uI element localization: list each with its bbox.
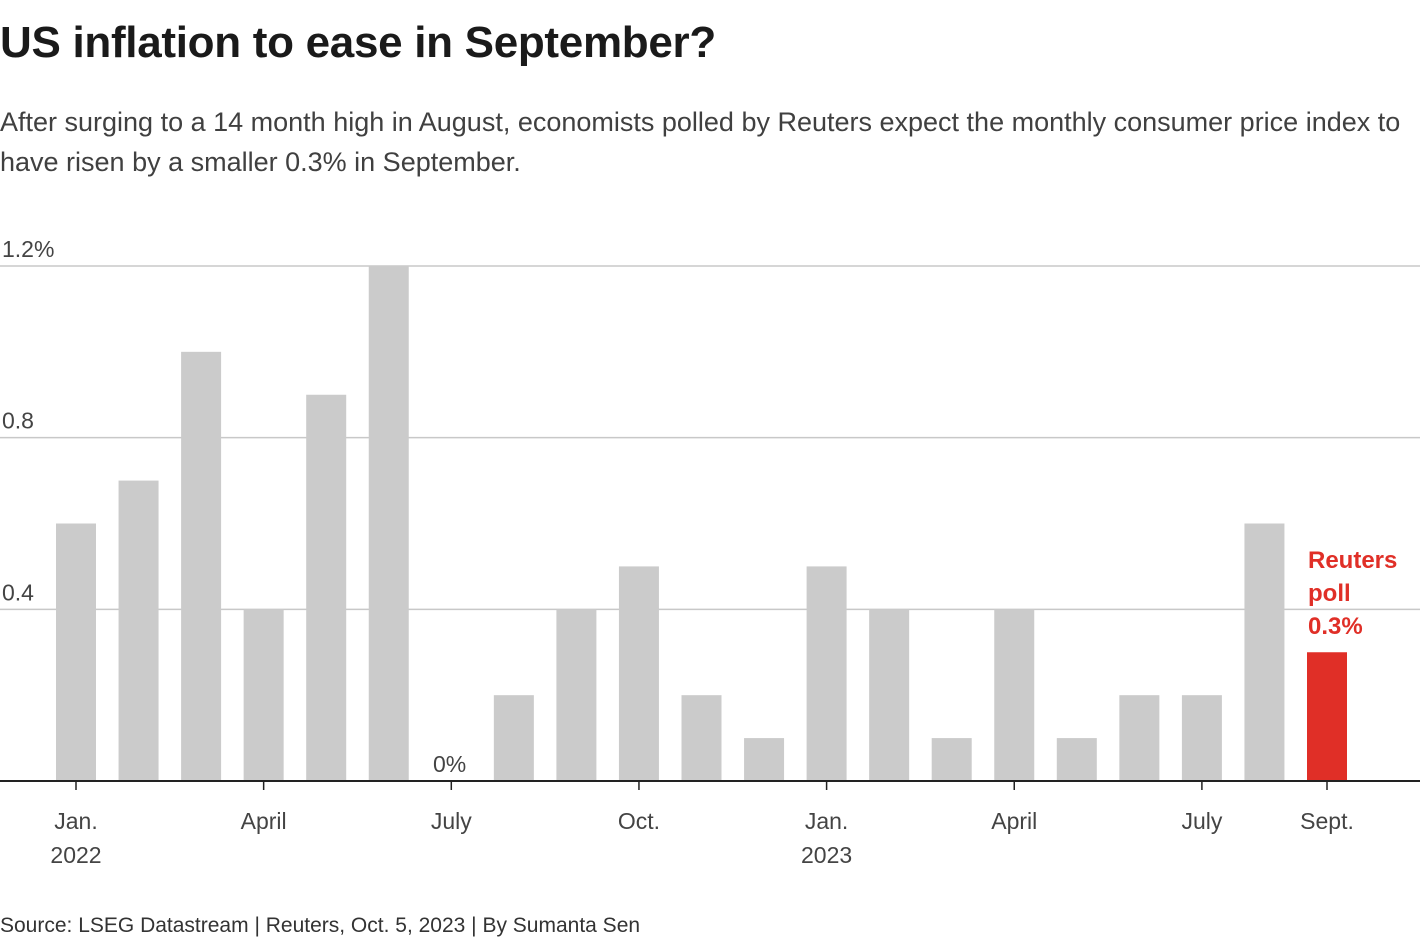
bar	[869, 609, 910, 781]
x-tick-label: July	[431, 808, 472, 834]
annotation-label: Reuters	[1308, 547, 1397, 574]
bar-highlight	[1307, 652, 1347, 781]
source-note: Source: LSEG Datastream | Reuters, Oct. …	[0, 914, 641, 937]
x-tick-label: 2022	[50, 842, 101, 868]
bar	[1056, 738, 1097, 781]
y-tick-label: 0.8	[2, 408, 34, 434]
bar	[181, 351, 222, 781]
cpi-bar-chart: 0% 0.4 0.8 1.2% Jan. 2022 April July Oct. Jan. 20…	[0, 236, 1420, 868]
bar	[243, 609, 284, 781]
chart-title: US inflation to ease in September?	[0, 18, 716, 67]
x-tick-label: 2023	[801, 842, 852, 868]
bar	[1244, 523, 1285, 781]
bar	[1119, 695, 1160, 781]
y-tick-label: 1.2%	[2, 236, 54, 262]
bar	[931, 738, 972, 781]
annotations: Reuters poll 0.3%	[1308, 547, 1397, 640]
x-tick-label: Oct.	[618, 808, 660, 834]
annotation-label: poll	[1308, 580, 1351, 607]
x-tick-label: Jan.	[805, 808, 848, 834]
x-tick-label: Jan.	[54, 808, 97, 834]
x-tick-label: April	[241, 808, 287, 834]
x-tick-label: April	[991, 808, 1037, 834]
bar	[681, 695, 722, 781]
bars	[56, 266, 1347, 781]
bar	[1181, 695, 1222, 781]
bar	[306, 394, 347, 781]
y-tick-label: 0.4	[2, 579, 34, 605]
bar	[994, 609, 1035, 781]
gridlines	[0, 265, 1420, 611]
bar	[493, 695, 534, 781]
bar	[56, 523, 96, 781]
bar	[368, 266, 409, 781]
bar	[744, 738, 785, 781]
bar	[806, 566, 847, 781]
x-tick-label: July	[1181, 808, 1222, 834]
annotation-label: 0.3%	[1308, 613, 1363, 640]
bar	[118, 480, 159, 781]
x-axis	[0, 780, 1420, 790]
chart-subtitle: After surging to a 14 month high in Augu…	[0, 107, 1401, 177]
y-tick-label: 0%	[433, 751, 466, 777]
x-tick-label: Sept.	[1300, 808, 1354, 834]
bar	[556, 609, 597, 781]
x-tick-labels: Jan. 2022 April July Oct. Jan. 2023 April July Se…	[50, 808, 1353, 868]
bar	[618, 566, 659, 781]
y-tick-labels: 0% 0.4 0.8 1.2%	[2, 236, 466, 777]
